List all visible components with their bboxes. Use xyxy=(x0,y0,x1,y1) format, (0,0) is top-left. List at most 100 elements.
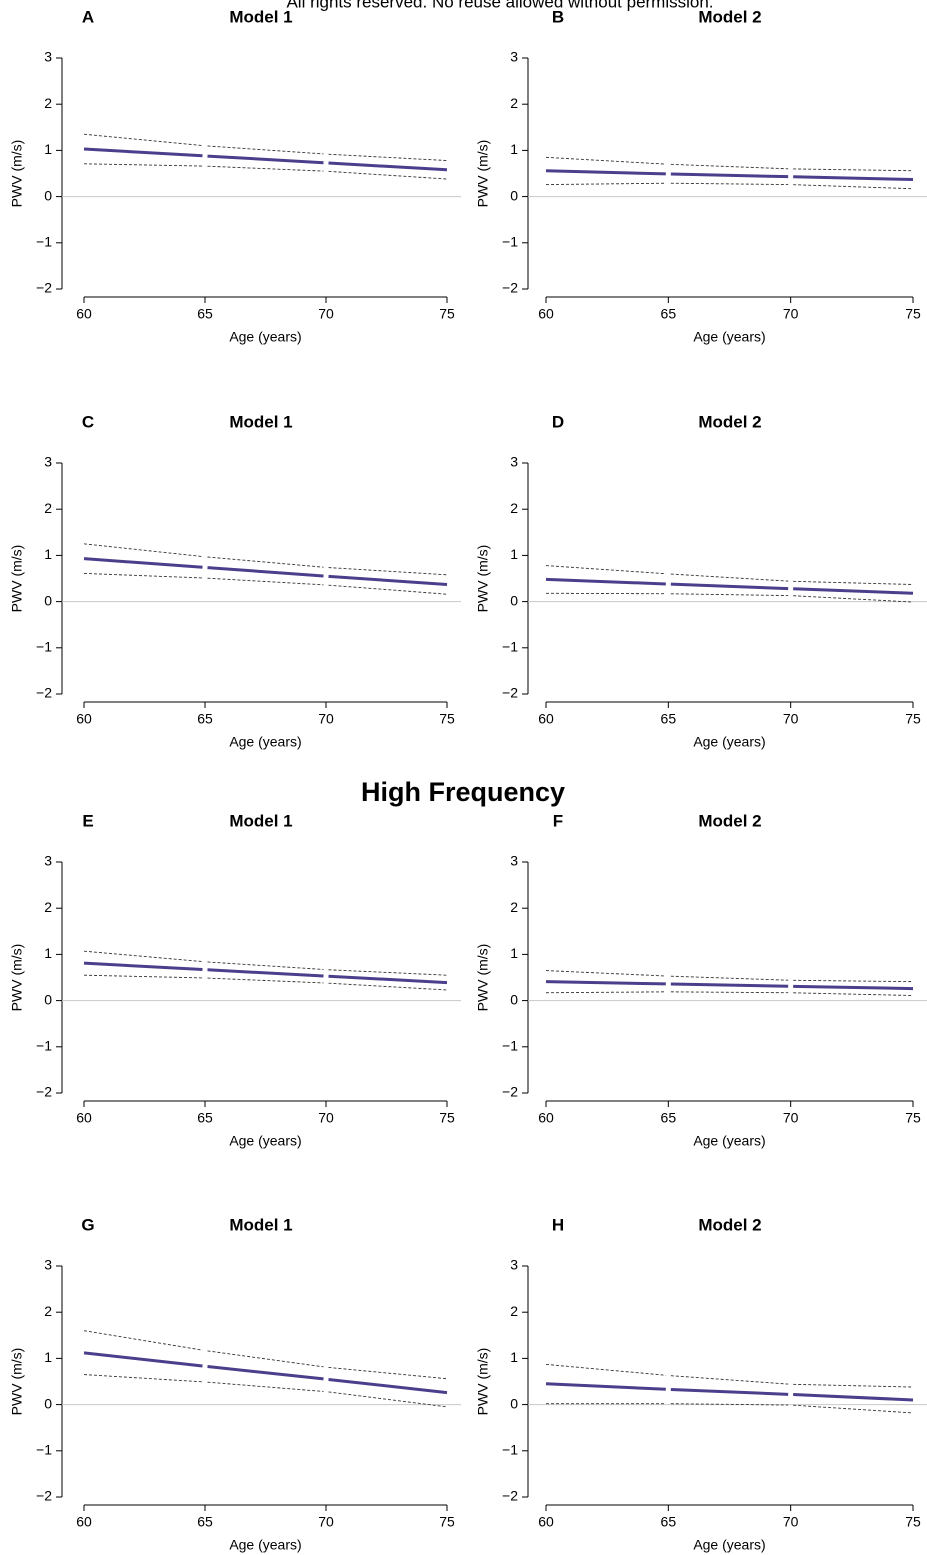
y-tick-label: −2 xyxy=(502,280,518,296)
x-tick-label: 70 xyxy=(783,1514,799,1530)
ci-segment xyxy=(545,1363,666,1376)
y-axis-label: PWV (m/s) xyxy=(475,140,491,208)
y-tick-label: 2 xyxy=(510,500,518,516)
panel-title: Model 1 xyxy=(229,1215,292,1234)
x-tick-label: 75 xyxy=(905,306,921,322)
ci-segment xyxy=(83,543,203,557)
x-tick-label: 65 xyxy=(197,306,213,322)
y-tick-label: 1 xyxy=(44,546,52,562)
y-tick-label: 2 xyxy=(44,899,52,915)
y-tick-label: 2 xyxy=(44,95,52,111)
y-tick-label: −1 xyxy=(36,639,52,655)
ci-segment xyxy=(545,182,666,186)
ci-segment xyxy=(83,1330,203,1351)
x-axis-label: Age (years) xyxy=(693,1133,765,1149)
estimate-segment xyxy=(328,1377,448,1395)
y-tick-label: 3 xyxy=(510,454,518,470)
y-tick-label: 2 xyxy=(44,500,52,516)
ci-segment xyxy=(793,168,914,172)
y-axis-label: PWV (m/s) xyxy=(9,1348,25,1416)
y-tick-label: 0 xyxy=(510,592,518,608)
estimate-segment xyxy=(328,974,448,985)
ci-segment xyxy=(83,163,203,167)
estimate-segment xyxy=(207,968,324,978)
y-tick-label: −2 xyxy=(36,1488,52,1504)
x-axis-label: Age (years) xyxy=(229,1133,301,1149)
x-tick-label: 60 xyxy=(76,1110,92,1126)
estimate-segment xyxy=(670,982,789,988)
x-tick-label: 60 xyxy=(76,306,92,322)
estimate-segment xyxy=(328,574,448,587)
ci-segment xyxy=(207,145,324,155)
ci-segment xyxy=(328,969,448,976)
y-tick-label: 3 xyxy=(44,454,52,470)
x-tick-label: 65 xyxy=(661,711,677,727)
ci-segment xyxy=(207,1381,324,1392)
ci-segment xyxy=(670,975,789,981)
x-tick-label: 75 xyxy=(439,711,455,727)
ci-segment xyxy=(545,991,666,994)
ci-segment xyxy=(83,974,203,979)
ci-segment xyxy=(207,1350,324,1368)
y-tick-label: 2 xyxy=(510,95,518,111)
ci-segment xyxy=(793,992,914,996)
x-tick-label: 70 xyxy=(318,306,334,322)
x-tick-label: 75 xyxy=(439,1110,455,1126)
y-axis-label: PWV (m/s) xyxy=(9,545,25,613)
y-tick-label: 3 xyxy=(510,1257,518,1273)
ci-segment xyxy=(670,182,789,186)
y-tick-label: −1 xyxy=(502,639,518,655)
y-tick-label: 2 xyxy=(44,1303,52,1319)
y-tick-label: 2 xyxy=(510,899,518,915)
estimate-segment xyxy=(793,984,914,991)
ci-segment xyxy=(545,970,666,977)
panel-title: Model 2 xyxy=(698,7,761,26)
x-axis-label: Age (years) xyxy=(693,734,765,750)
x-tick-label: 65 xyxy=(197,1110,213,1126)
x-tick-label: 60 xyxy=(76,711,92,727)
x-tick-label: 60 xyxy=(538,1514,554,1530)
ci-segment xyxy=(207,556,324,568)
ci-segment xyxy=(793,979,914,983)
x-axis-label: Age (years) xyxy=(229,734,301,750)
y-tick-label: 1 xyxy=(44,945,52,961)
ci-segment xyxy=(83,1374,203,1383)
y-axis-label: PWV (m/s) xyxy=(9,944,25,1012)
y-tick-label: −1 xyxy=(36,1442,52,1458)
panel-title: Model 1 xyxy=(229,811,292,830)
y-tick-label: 3 xyxy=(44,1257,52,1273)
estimate-segment xyxy=(207,1365,324,1381)
ci-segment xyxy=(670,573,789,582)
y-axis-label: PWV (m/s) xyxy=(475,944,491,1012)
y-axis-label: PWV (m/s) xyxy=(475,545,491,613)
x-tick-label: 70 xyxy=(783,306,799,322)
panel-letter: G xyxy=(81,1215,94,1234)
panel-letter: C xyxy=(82,412,94,431)
y-axis-label: PWV (m/s) xyxy=(9,140,25,208)
x-tick-label: 60 xyxy=(538,1110,554,1126)
ci-segment xyxy=(207,961,324,970)
ci-segment xyxy=(545,565,666,575)
x-tick-label: 60 xyxy=(538,306,554,322)
panel-title: Model 1 xyxy=(229,7,292,26)
estimate-segment xyxy=(83,557,203,569)
y-tick-label: −1 xyxy=(36,1038,52,1054)
section-title: High Frequency xyxy=(361,777,565,807)
estimate-segment xyxy=(793,175,914,182)
x-tick-label: 70 xyxy=(783,1110,799,1126)
y-tick-label: −1 xyxy=(502,1038,518,1054)
y-tick-label: 0 xyxy=(44,991,52,1007)
x-axis-label: Age (years) xyxy=(229,329,301,345)
panel-letter: D xyxy=(552,412,564,431)
ci-segment xyxy=(670,991,789,994)
y-tick-label: −2 xyxy=(36,280,52,296)
ci-segment xyxy=(793,1383,914,1388)
estimate-segment xyxy=(328,161,448,172)
y-tick-label: 1 xyxy=(510,546,518,562)
ci-segment xyxy=(207,165,324,172)
ci-segment xyxy=(670,1375,789,1385)
estimate-segment xyxy=(83,961,203,972)
ci-segment xyxy=(207,977,324,984)
estimate-segment xyxy=(83,147,203,158)
